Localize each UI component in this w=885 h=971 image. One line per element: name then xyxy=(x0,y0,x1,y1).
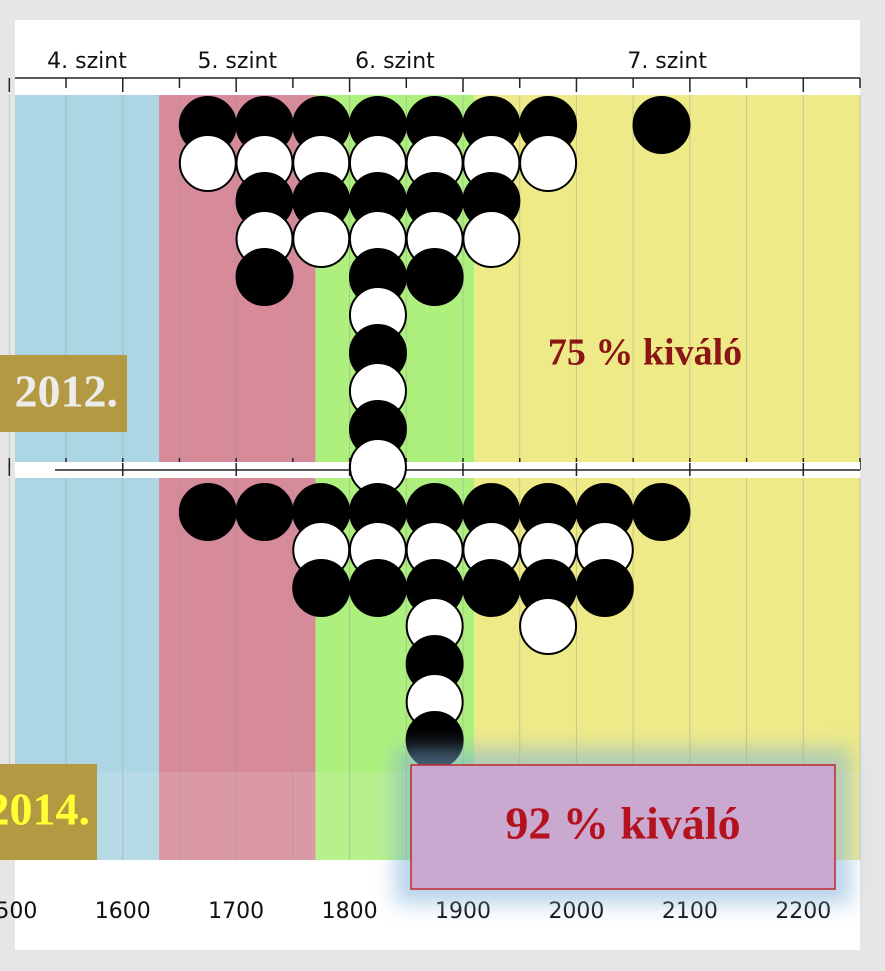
x-tick-label: 1600 xyxy=(95,899,151,924)
dot xyxy=(632,483,691,541)
dot xyxy=(519,597,578,655)
level-band xyxy=(159,478,316,860)
level-label: 4. szint xyxy=(47,49,127,74)
year-label: 2012. xyxy=(15,366,119,417)
annotation: 92 % kiváló xyxy=(505,798,740,849)
annotation: 75 % kiváló xyxy=(548,332,742,374)
dot xyxy=(462,210,521,268)
dot xyxy=(575,559,634,617)
level-label: 7. szint xyxy=(627,49,707,74)
dot xyxy=(348,559,407,617)
dot xyxy=(519,134,578,192)
dot xyxy=(292,210,351,268)
year-label: 2014. xyxy=(0,784,90,835)
x-tick-label: 1500 xyxy=(0,899,37,924)
x-tick-label: 1800 xyxy=(322,899,378,924)
x-tick-label: 1700 xyxy=(208,899,264,924)
level-label: 6. szint xyxy=(355,49,435,74)
dot xyxy=(405,248,464,306)
annotation-box xyxy=(410,764,836,890)
year-box xyxy=(0,355,127,432)
dot xyxy=(178,134,237,192)
dot xyxy=(235,483,294,541)
level-label: 5. szint xyxy=(197,49,277,74)
dot xyxy=(462,559,521,617)
dot xyxy=(292,559,351,617)
year-box xyxy=(0,764,97,860)
dot xyxy=(632,96,691,154)
dot xyxy=(235,248,294,306)
dot xyxy=(178,483,237,541)
